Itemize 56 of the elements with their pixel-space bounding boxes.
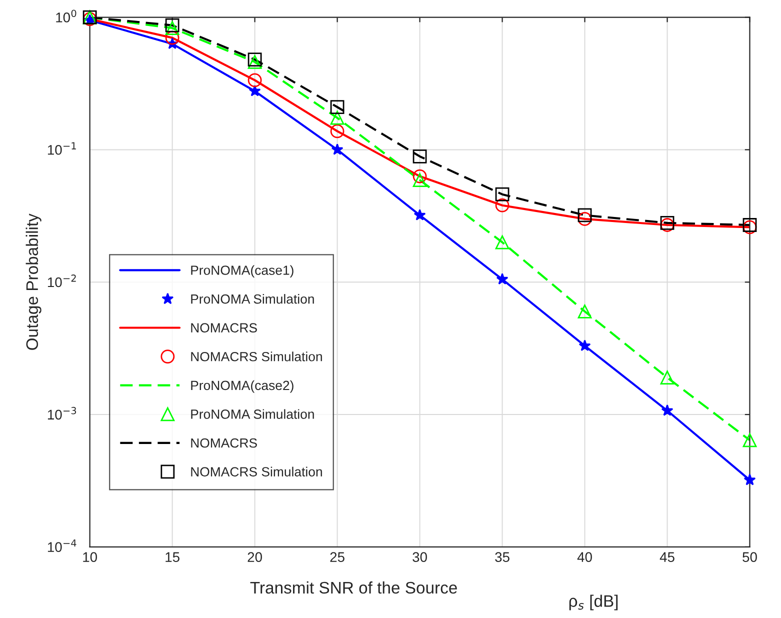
point bbox=[578, 340, 591, 352]
point bbox=[661, 404, 674, 416]
y-tick-label: 10$^{−1}$ bbox=[48, 142, 76, 155]
legend-label: NOMACRS bbox=[191, 323, 257, 333]
x-tick-label: 30 bbox=[412, 552, 427, 562]
point bbox=[412, 149, 427, 164]
legend-label: NOMACRS bbox=[191, 438, 257, 448]
point bbox=[331, 143, 344, 155]
x-tick-label: 45 bbox=[660, 552, 674, 562]
x-tick-label: 25 bbox=[330, 552, 344, 562]
y-tick-label: 10$^{−4}$ bbox=[48, 539, 76, 552]
point bbox=[330, 110, 344, 125]
point bbox=[496, 273, 508, 284]
x-tick-label: 50 bbox=[742, 552, 757, 562]
point bbox=[165, 18, 180, 32]
y-tick-label: 10$^{0}$ bbox=[56, 10, 76, 22]
point bbox=[744, 474, 756, 486]
point bbox=[165, 30, 180, 45]
point bbox=[248, 52, 262, 66]
point bbox=[660, 218, 674, 232]
point bbox=[495, 187, 510, 202]
point bbox=[578, 304, 592, 318]
point bbox=[660, 216, 674, 230]
x-tick-label: 20 bbox=[248, 552, 262, 562]
point bbox=[330, 124, 344, 138]
legend-label: NOMACRS Simulation bbox=[191, 466, 322, 476]
point bbox=[414, 208, 426, 220]
y-tick-label: 10$^{−2}$ bbox=[48, 274, 76, 288]
text: ρ$_{s}$ [dB] bbox=[569, 594, 618, 610]
point bbox=[412, 169, 427, 184]
point bbox=[495, 235, 510, 250]
legend-label: ProNOMA Simulation bbox=[191, 294, 314, 304]
point bbox=[412, 173, 427, 187]
point bbox=[248, 84, 261, 96]
x-tick-label: 15 bbox=[166, 552, 180, 562]
point bbox=[248, 55, 262, 69]
point bbox=[330, 100, 344, 114]
point bbox=[742, 220, 757, 234]
x-tick-label: 35 bbox=[495, 552, 510, 562]
point bbox=[660, 370, 674, 385]
legend-label: NOMACRS Simulation bbox=[191, 352, 322, 362]
y-axis-title: Outage Probability bbox=[26, 214, 42, 350]
legend-label: ProNOMA(case2) bbox=[191, 380, 294, 393]
point bbox=[165, 21, 180, 35]
y-tick-label: 10$^{−3}$ bbox=[48, 406, 76, 420]
point bbox=[742, 433, 757, 448]
legend-label: ProNOMA(case1) bbox=[191, 265, 294, 278]
legend-label: ProNOMA Simulation bbox=[191, 409, 314, 419]
point bbox=[578, 208, 592, 222]
point bbox=[248, 73, 262, 88]
point bbox=[495, 198, 510, 212]
point bbox=[742, 218, 757, 232]
x-axis-title: Transmit SNR of the Source bbox=[250, 581, 457, 594]
point bbox=[578, 212, 592, 226]
x-tick-label: 10 bbox=[83, 552, 97, 562]
x-tick-label: 40 bbox=[577, 552, 592, 562]
